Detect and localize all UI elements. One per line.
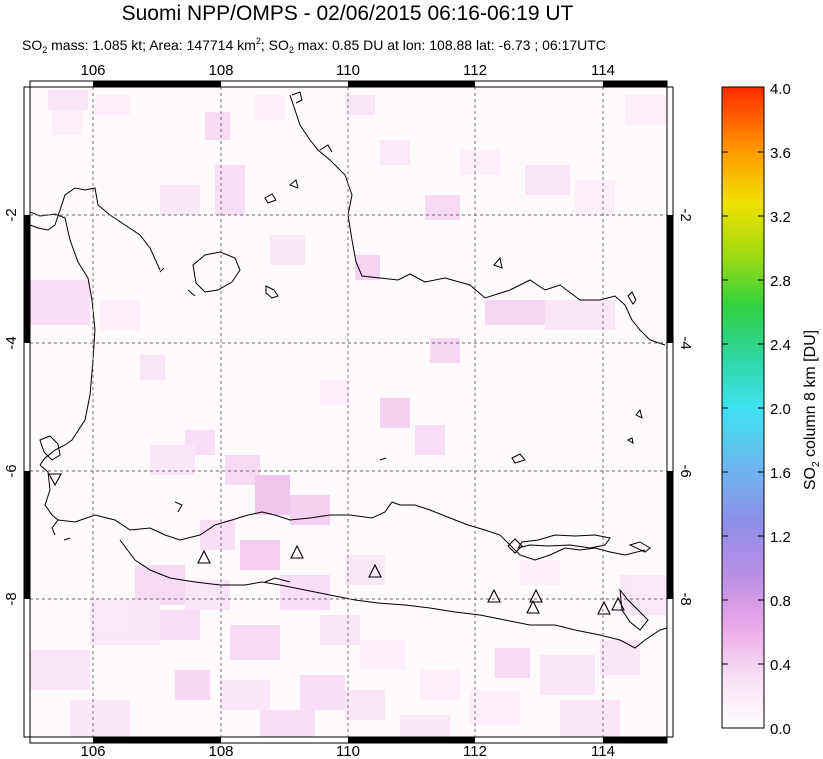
lat-label: -8 — [677, 592, 694, 605]
volcano-marker — [290, 544, 304, 559]
lon-labels-bottom: 106 108 110 112 114 — [80, 743, 614, 759]
volcano-marker — [529, 588, 543, 603]
volcano-marker — [507, 538, 523, 554]
volcano-markers — [48, 473, 625, 615]
lon-label: 106 — [80, 62, 105, 79]
lon-label: 114 — [591, 743, 615, 759]
colorbar — [721, 86, 765, 729]
svg-text:SO2 column 8 km [DU]: SO2 column 8 km [DU] — [802, 330, 822, 490]
lat-label: -6 — [3, 464, 20, 477]
colorbar-label: 3.2 — [770, 209, 791, 226]
subtitle: SO2 mass: 1.085 kt; Area: 147714 km2; SO… — [22, 36, 606, 55]
volcano-marker — [487, 588, 501, 603]
volcano-marker — [526, 599, 540, 614]
colorbar-ticks — [722, 151, 764, 665]
volcano-marker — [197, 549, 211, 564]
lon-label: 110 — [336, 62, 360, 79]
so2-pixels — [30, 90, 667, 737]
lon-label: 112 — [463, 743, 487, 759]
lon-label: 112 — [463, 62, 487, 79]
volcano-marker — [611, 596, 625, 611]
lat-label: -2 — [677, 208, 694, 221]
lon-label: 106 — [80, 743, 105, 759]
lon-label: 108 — [208, 62, 233, 79]
colorbar-label: 0.8 — [770, 593, 791, 610]
colorbar-label: 3.6 — [770, 145, 791, 162]
colorbar-labels: 4.0 3.6 3.2 2.8 2.4 2.0 1.6 1.2 0.8 0.4 … — [770, 81, 791, 738]
colorbar-title: SO2 column 8 km [DU] — [802, 330, 822, 490]
colorbar-label: 0.0 — [770, 721, 791, 738]
colorbar-label: 2.4 — [770, 337, 791, 354]
colorbar-label: 1.6 — [770, 465, 791, 482]
lat-label: -8 — [3, 592, 20, 605]
colorbar-label: 0.4 — [770, 657, 791, 674]
colorbar-label: 2.8 — [770, 273, 791, 290]
colorbar-label: 2.0 — [770, 401, 791, 418]
colorbar-label: 4.0 — [770, 81, 791, 98]
lon-label: 114 — [591, 62, 615, 79]
lon-labels-top: 106 108 110 112 114 — [80, 62, 614, 79]
coastlines — [30, 91, 667, 649]
lon-label: 110 — [336, 743, 360, 759]
volcano-marker — [48, 473, 62, 487]
lon-label: 108 — [208, 743, 233, 759]
volcano-marker — [368, 563, 382, 578]
map-frame — [23, 80, 674, 744]
gridlines — [30, 87, 667, 737]
lat-labels-left: -2 -4 -6 -8 — [3, 208, 20, 605]
lat-label: -6 — [677, 464, 694, 477]
volcano-marker — [597, 600, 611, 615]
lat-labels-right: -2 -4 -6 -8 — [677, 208, 694, 605]
page-title: Suomi NPP/OMPS - 02/06/2015 06:16-06:19 … — [121, 2, 574, 25]
lat-label: -2 — [3, 208, 20, 221]
colorbar-label: 1.2 — [770, 529, 791, 546]
lat-label: -4 — [677, 336, 694, 349]
lat-label: -4 — [3, 336, 20, 349]
